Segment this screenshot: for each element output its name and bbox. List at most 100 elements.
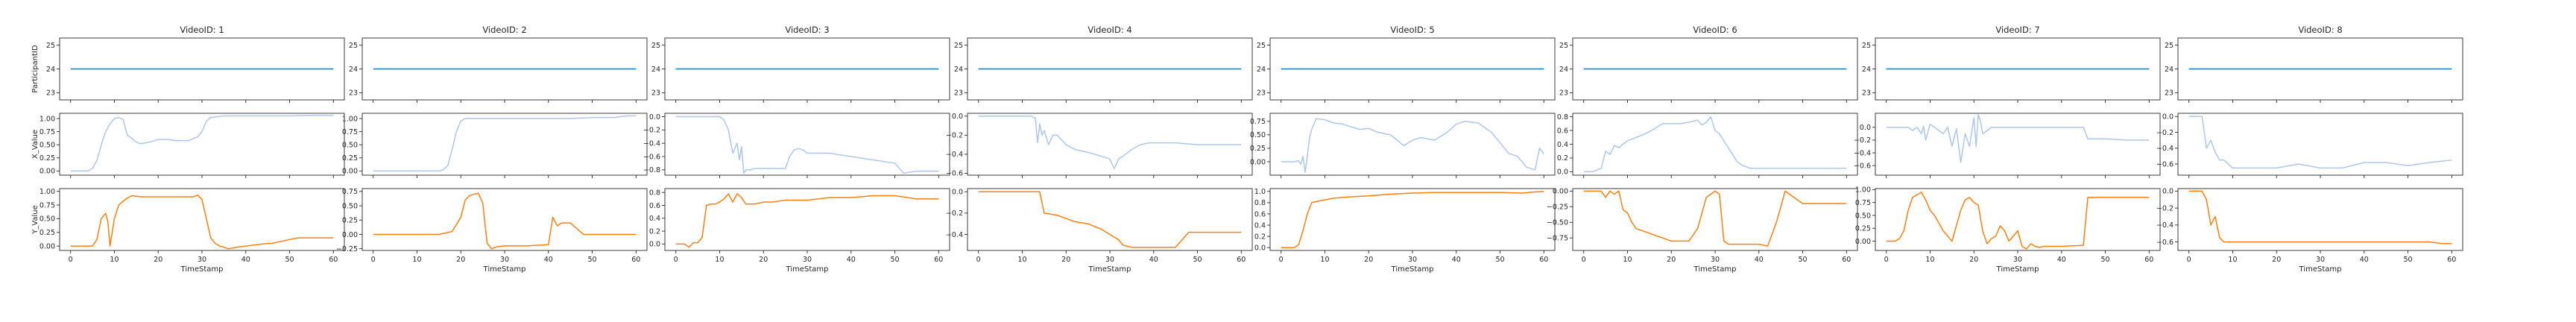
series-line	[675, 116, 939, 174]
y-tick-label: −0.75	[1547, 235, 1568, 243]
y-tick-label: −0.6	[2156, 239, 2174, 247]
axes-frame	[1572, 113, 1858, 176]
y-tick-label: −0.4	[946, 231, 963, 239]
subplot-title: VideoID: 1	[180, 25, 224, 35]
y-tick-label: 0.8	[1254, 199, 1266, 207]
y-tick-label: 25	[651, 42, 660, 50]
subplot-r3-c2: −0.25 0.00 0.25 0.50 0.75 0 10 20 30 40 50 60 TimeSt…	[336, 188, 648, 274]
x-tick-label: 20	[1969, 256, 1978, 264]
x-tick-label: 50	[285, 256, 294, 264]
x-axis-label: TimeStamp	[1391, 265, 1434, 274]
y-tick-label: 0.6	[649, 202, 660, 210]
y-tick-label: 0.50	[40, 142, 55, 150]
series-line	[373, 192, 637, 250]
y-tick-label: −0.4	[2156, 221, 2174, 230]
x-tick-label: 30	[1711, 256, 1720, 264]
x-tick-label: 60	[1237, 256, 1246, 264]
y-tick-label: 23	[1559, 89, 1568, 98]
y-tick-label: −0.2	[946, 132, 963, 140]
y-tick-label: 0.0	[1254, 244, 1266, 253]
x-tick-label: 60	[2144, 256, 2153, 264]
y-tick-label: 0.0	[649, 113, 660, 121]
axes-frame	[664, 113, 950, 176]
y-tick-label: −0.2	[946, 209, 963, 218]
x-tick-label: 60	[1539, 256, 1548, 264]
series-line	[675, 193, 939, 248]
series-line	[978, 116, 1242, 169]
y-tick-label: 23	[954, 89, 963, 98]
y-tick-label: 25	[954, 42, 963, 50]
y-tick-label: 0.0	[952, 189, 963, 197]
subplot-r2-c3: 0.0 −0.2 −0.4 −0.6 −0.8	[643, 113, 950, 178]
x-tick-label: 40	[2057, 256, 2066, 264]
axes-frame	[967, 188, 1253, 251]
y-tick-label: −0.2	[2156, 204, 2174, 212]
subplot-r1-c4: 23 24 25 VideoID: 4	[954, 25, 1253, 103]
series-line	[1281, 191, 1544, 248]
y-tick-label: 0.0	[1557, 168, 1568, 177]
series-line	[1583, 116, 1847, 173]
x-tick-label: 60	[631, 256, 640, 264]
y-tick-label: −0.4	[946, 151, 963, 159]
subplot-r1-c1: 23 24 25 VideoID: 1 ParticipantID	[31, 25, 345, 103]
subplot-r3-c1: 0.00 0.25 0.50 0.75 1.00 0 10 20 30 40 50 60 TimeSta…	[31, 188, 345, 274]
series-line	[70, 115, 334, 172]
series-line	[2188, 116, 2452, 169]
y-tick-label: 0.8	[649, 189, 660, 197]
y-tick-label: 0.6	[1254, 210, 1266, 218]
x-tick-label: 20	[759, 256, 768, 264]
subplot-r2-c4: 0.0 −0.2 −0.4 −0.6	[946, 113, 1253, 178]
y-tick-label: 0.75	[40, 201, 55, 209]
subplot-r1-c5: 23 24 25 VideoID: 5	[1257, 25, 1556, 103]
x-tick-label: 30	[1408, 256, 1417, 264]
series-line	[1281, 118, 1544, 174]
x-tick-label: 50	[1495, 256, 1504, 264]
x-axis-label: TimeStamp	[483, 265, 526, 274]
x-axis-label: TimeStamp	[1088, 265, 1131, 274]
y-tick-label: 24	[954, 66, 963, 74]
x-tick-label: 50	[2100, 256, 2109, 264]
y-tick-label: −0.6	[1854, 162, 1871, 170]
x-tick-label: 20	[1667, 256, 1676, 264]
y-tick-label: 25	[46, 42, 55, 50]
y-tick-label: 24	[1257, 66, 1266, 74]
y-tick-label: 0.00	[342, 168, 358, 176]
y-tick-label: 23	[1257, 89, 1266, 98]
series-line	[373, 115, 637, 172]
subplot-r1-c2: 23 24 25 VideoID: 2	[349, 25, 648, 103]
x-tick-label: 30	[803, 256, 812, 264]
x-tick-label: 20	[1061, 256, 1070, 264]
y-tick-label: 24	[1862, 66, 1871, 74]
subplot-r2-c5: 0.00 0.25 0.50 0.75	[1250, 113, 1556, 178]
x-tick-label: 50	[1193, 256, 1202, 264]
x-tick-label: 0	[69, 256, 73, 264]
subplot-title: VideoID: 4	[1087, 25, 1131, 35]
y-tick-label: 1.00	[1855, 186, 1871, 195]
x-tick-label: 30	[2316, 256, 2325, 264]
y-tick-label: −0.2	[1854, 136, 1871, 145]
y-tick-label: −0.2	[643, 127, 660, 135]
y-tick-label: 0.25	[40, 229, 55, 237]
y-tick-label: 23	[1862, 89, 1871, 98]
y-tick-label: 1.0	[1254, 188, 1266, 196]
x-tick-label: 50	[587, 256, 596, 264]
y-tick-label: 0.2	[1557, 154, 1568, 162]
subplot-title: VideoID: 3	[785, 25, 829, 35]
x-tick-label: 50	[1798, 256, 1807, 264]
x-tick-label: 20	[154, 256, 162, 264]
y-tick-label: 0.0	[1860, 124, 1871, 132]
y-tick-label: −0.8	[643, 166, 660, 174]
subplot-r3-c7: 0.00 0.25 0.50 0.75 1.00 0 10 20 30 40 50 60 TimeSta…	[1855, 186, 2161, 274]
x-axis-label: TimeStamp	[786, 265, 829, 274]
series-line	[1886, 113, 2150, 163]
x-tick-label: 0	[1884, 256, 1889, 264]
y-tick-label: 1.00	[40, 188, 55, 196]
x-tick-label: 10	[2228, 256, 2237, 264]
x-axis-label: TimeStamp	[1693, 265, 1737, 274]
subplot-r2-c1: 0.00 0.25 0.50 0.75 1.00X_Value	[31, 113, 345, 178]
x-tick-label: 40	[1149, 256, 1158, 264]
axes-frame	[362, 113, 648, 176]
y-tick-label: 0.4	[649, 215, 660, 223]
y-tick-label: 25	[2165, 42, 2174, 50]
subplot-title: VideoID: 7	[1995, 25, 2039, 35]
